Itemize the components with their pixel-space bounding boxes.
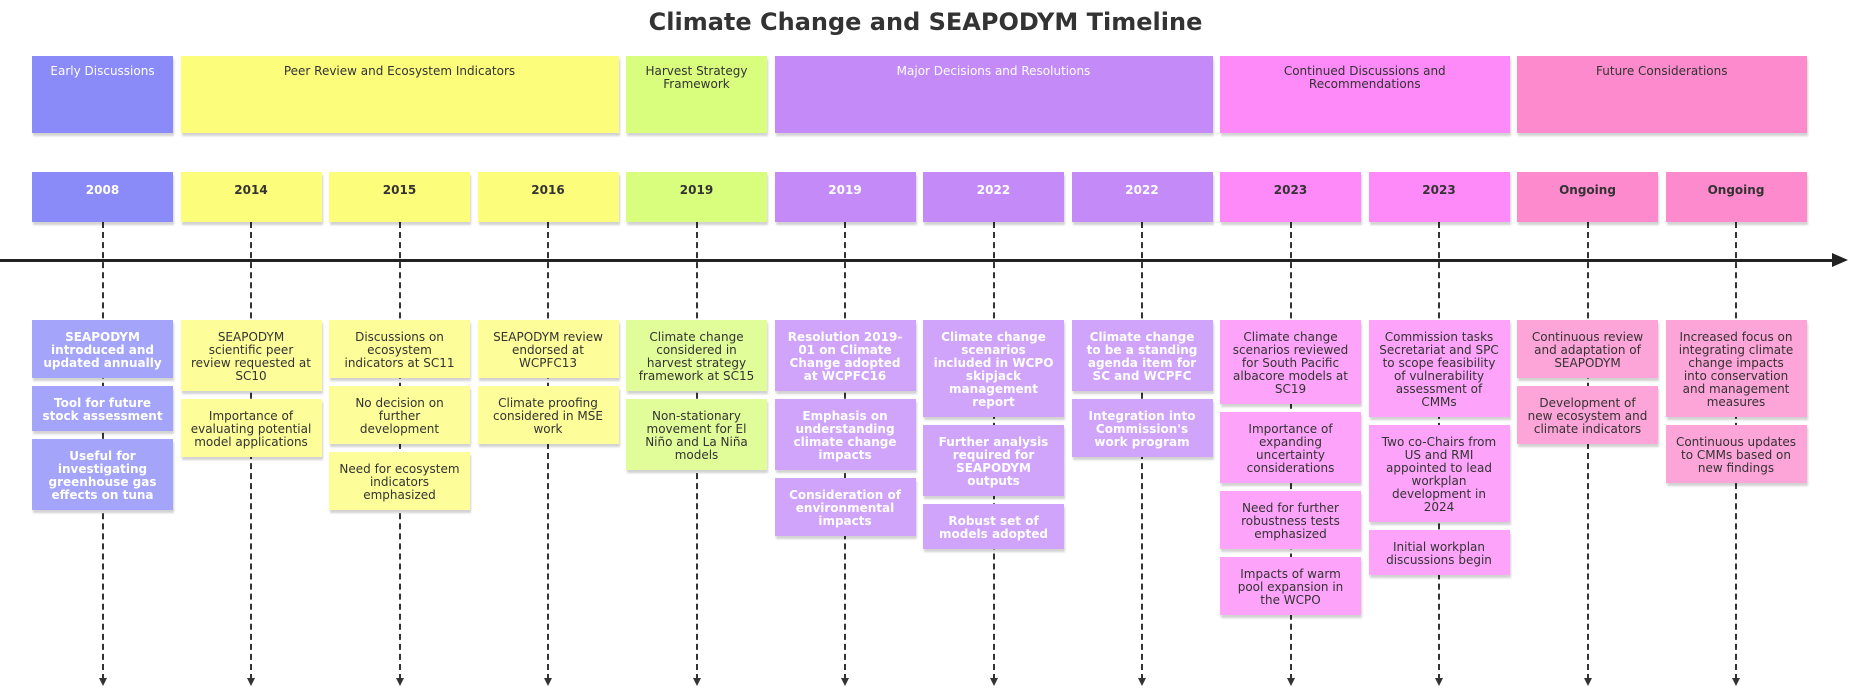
event-box: Useful for investigating greenhouse gas … bbox=[32, 439, 173, 510]
period-connector-arrowhead bbox=[395, 678, 404, 686]
event-box: Further analysis required for SEAPODYM o… bbox=[923, 425, 1064, 496]
period-connector-arrowhead bbox=[247, 678, 255, 686]
section-header-future-considerations: Future Considerations bbox=[1517, 56, 1807, 133]
event-box: Need for ecosystem indicators emphasized bbox=[329, 452, 470, 510]
event-box: Continuous updates to CMMs based on new … bbox=[1665, 425, 1807, 483]
event-box: Initial workplan discussions begin bbox=[1368, 530, 1510, 575]
event-box: Two co-Chairs from US and RMI appointed … bbox=[1368, 425, 1510, 522]
event-box: Climate change scenarios included in WCP… bbox=[923, 320, 1064, 417]
event-box: Emphasis on understanding climate change… bbox=[774, 399, 916, 470]
period-connector-arrowhead bbox=[989, 678, 998, 686]
period-ongoing: Ongoing bbox=[1517, 172, 1658, 222]
period-connector-line bbox=[398, 222, 401, 680]
event-box: Discussions on ecosystem indicators at S… bbox=[329, 320, 470, 378]
event-box: Robust set of models adopted bbox=[923, 504, 1064, 549]
event-box: Resolution 2019-01 on Climate Change ado… bbox=[774, 320, 916, 391]
period-2016: 2016 bbox=[477, 172, 619, 222]
period-2023: 2023 bbox=[1368, 172, 1510, 222]
event-box: Impacts of warm pool expansion in the WC… bbox=[1220, 557, 1361, 615]
event-box: Climate proofing considered in MSE work bbox=[477, 386, 619, 444]
event-box: Integration into Commission's work progr… bbox=[1071, 399, 1213, 457]
period-connector-arrowhead bbox=[544, 678, 552, 686]
period-connector-arrowhead bbox=[692, 678, 701, 686]
event-box: Consideration of environmental impacts bbox=[774, 478, 916, 536]
event-box: Non-stationary movement for El Niño and … bbox=[626, 399, 767, 470]
period-connector-arrowhead bbox=[1435, 678, 1443, 686]
event-box: No decision on further development bbox=[329, 386, 470, 444]
timeline-axis-arrowhead bbox=[1832, 253, 1848, 267]
event-box: Climate change scenarios reviewed for So… bbox=[1220, 320, 1361, 404]
period-2019: 2019 bbox=[626, 172, 767, 222]
event-box: Climate change considered in harvest str… bbox=[626, 320, 767, 391]
section-header-continued-discussions-and-recommendations: Continued Discussions and Recommendation… bbox=[1220, 56, 1510, 133]
period-2022: 2022 bbox=[1071, 172, 1213, 222]
event-box: SEAPODYM scientific peer review requeste… bbox=[180, 320, 322, 391]
section-header-major-decisions-and-resolutions: Major Decisions and Resolutions bbox=[774, 56, 1213, 133]
period-2015: 2015 bbox=[329, 172, 470, 222]
event-box: Increased focus on integrating climate c… bbox=[1665, 320, 1807, 417]
period-ongoing: Ongoing bbox=[1665, 172, 1807, 222]
period-2008: 2008 bbox=[32, 172, 173, 222]
event-box: Development of new ecosystem and climate… bbox=[1517, 386, 1658, 444]
period-connector-arrowhead bbox=[98, 678, 107, 686]
event-box: Commission tasks Secretariat and SPC to … bbox=[1368, 320, 1510, 417]
period-2023: 2023 bbox=[1220, 172, 1361, 222]
event-box: Importance of expanding uncertainty cons… bbox=[1220, 412, 1361, 483]
event-box: Continuous review and adaptation of SEAP… bbox=[1517, 320, 1658, 378]
event-box: Importance of evaluating potential model… bbox=[180, 399, 322, 457]
period-connector-arrowhead bbox=[841, 678, 849, 686]
section-header-peer-review-and-ecosystem-indicators: Peer Review and Ecosystem Indicators bbox=[180, 56, 619, 133]
event-box: Climate change to be a standing agenda i… bbox=[1071, 320, 1213, 391]
section-header-harvest-strategy-framework: Harvest Strategy Framework bbox=[626, 56, 767, 133]
period-connector-line bbox=[1586, 222, 1589, 680]
period-connector-arrowhead bbox=[1732, 678, 1740, 686]
event-box: SEAPODYM introduced and updated annually bbox=[32, 320, 173, 378]
event-box: Need for further robustness tests emphas… bbox=[1220, 491, 1361, 549]
period-connector-arrowhead bbox=[1583, 678, 1592, 686]
event-box: Tool for future stock assessment bbox=[32, 386, 173, 431]
period-connector-arrowhead bbox=[1286, 678, 1295, 686]
diagram-title: Climate Change and SEAPODYM Timeline bbox=[648, 8, 1203, 36]
period-2014: 2014 bbox=[180, 172, 322, 222]
period-2019: 2019 bbox=[774, 172, 916, 222]
section-header-early-discussions: Early Discussions bbox=[32, 56, 173, 133]
period-connector-arrowhead bbox=[1138, 678, 1146, 686]
period-connector-line bbox=[547, 222, 549, 680]
period-2022: 2022 bbox=[923, 172, 1064, 222]
timeline-axis bbox=[0, 259, 1836, 262]
event-box: SEAPODYM review endorsed at WCPFC13 bbox=[477, 320, 619, 378]
